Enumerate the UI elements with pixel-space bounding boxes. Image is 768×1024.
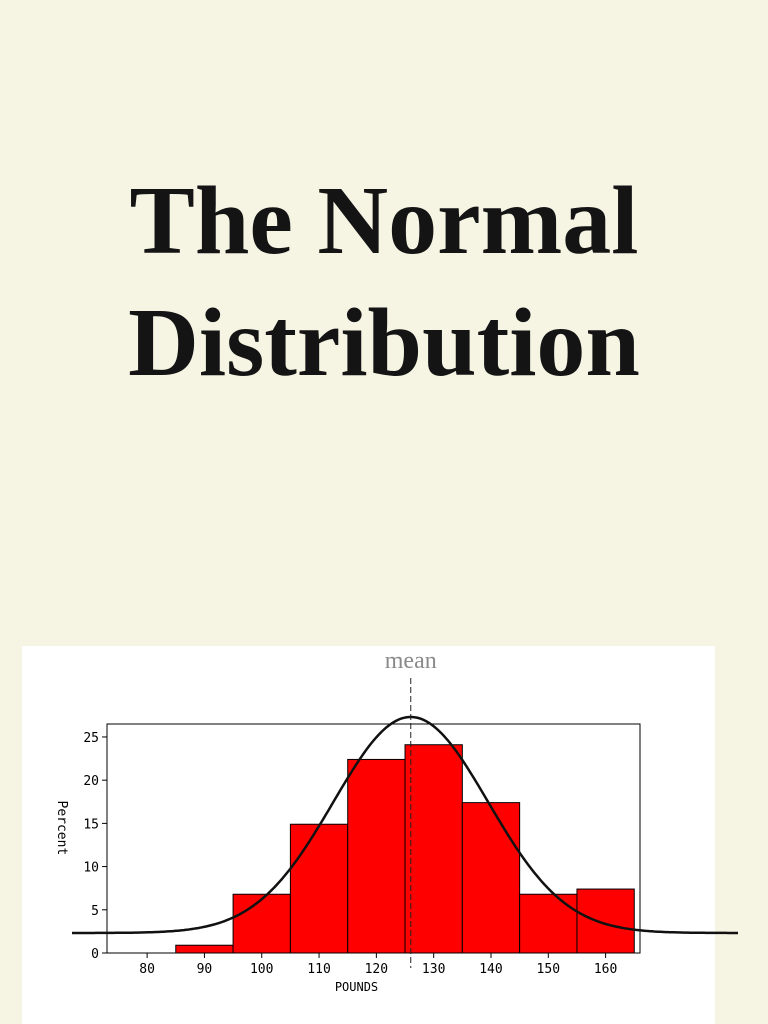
title-line-1: The Normal bbox=[129, 167, 639, 275]
x-tick-label: 100 bbox=[250, 962, 273, 977]
slide-title: The Normal Distribution bbox=[0, 160, 768, 404]
y-axis-label: Percent bbox=[54, 801, 69, 856]
x-tick-label: 140 bbox=[479, 962, 502, 977]
x-tick-label: 90 bbox=[197, 962, 213, 977]
y-tick-label: 15 bbox=[83, 817, 99, 832]
histogram-bar bbox=[404, 744, 463, 954]
histogram-bar bbox=[289, 823, 349, 954]
histogram-bar bbox=[519, 893, 578, 954]
normal-curve bbox=[72, 715, 738, 935]
histogram-bar bbox=[347, 758, 406, 954]
histogram-bar bbox=[232, 893, 291, 954]
x-tick-label: 150 bbox=[537, 962, 560, 977]
histogram-bar bbox=[461, 802, 521, 954]
y-tick-label: 5 bbox=[91, 904, 99, 919]
histogram-bars bbox=[175, 744, 635, 954]
x-tick-label: 120 bbox=[365, 962, 388, 977]
mean-label: mean bbox=[385, 648, 437, 674]
title-line-2: Distribution bbox=[128, 289, 640, 397]
y-tick-label: 10 bbox=[83, 861, 99, 876]
x-tick-label: 130 bbox=[422, 962, 445, 977]
x-tick-label: 80 bbox=[139, 962, 155, 977]
x-tick-label: 110 bbox=[307, 962, 330, 977]
y-tick-label: 0 bbox=[91, 947, 99, 962]
histogram-bar bbox=[175, 944, 234, 954]
x-tick-label: 160 bbox=[594, 962, 617, 977]
y-tick-label: 20 bbox=[83, 774, 99, 789]
x-axis: 80 90 100 110 120 130 140 150 160 bbox=[139, 953, 617, 977]
y-axis: 0 5 10 15 20 25 bbox=[83, 731, 107, 962]
histogram-bar bbox=[576, 888, 635, 954]
y-tick-label: 25 bbox=[83, 731, 99, 746]
x-axis-label: POUNDS bbox=[335, 980, 378, 994]
